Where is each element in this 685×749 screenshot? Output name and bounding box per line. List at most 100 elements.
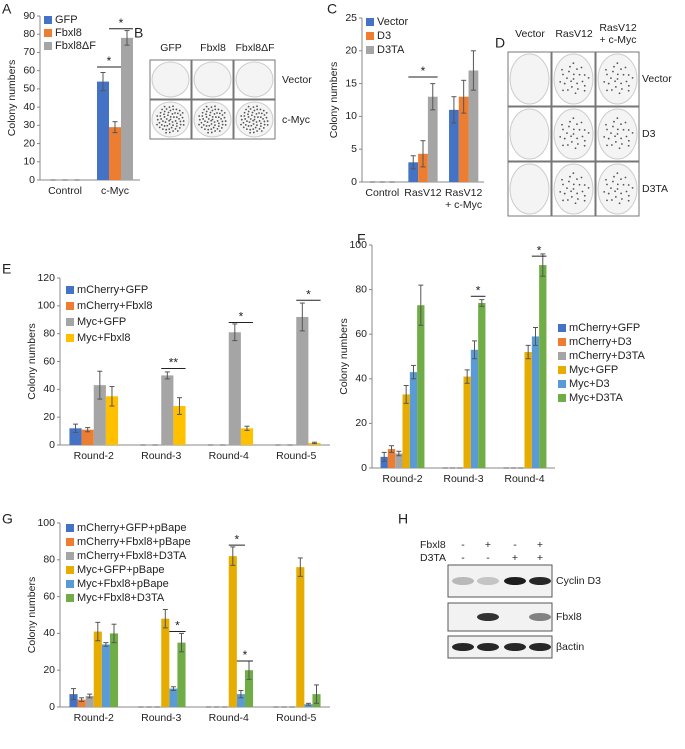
colony — [224, 124, 227, 126]
colony — [610, 144, 613, 146]
colony — [627, 139, 630, 142]
bar — [296, 316, 309, 445]
colony — [198, 118, 201, 121]
bar — [161, 618, 170, 707]
legend-label: mCherry+Fbxl8+pBape — [77, 536, 191, 548]
error-bar — [164, 371, 170, 380]
colony — [568, 70, 570, 73]
colony — [576, 178, 578, 181]
plate — [509, 53, 550, 105]
error-bar — [109, 386, 115, 407]
bar — [409, 372, 418, 468]
colony — [569, 120, 571, 123]
error-bar — [314, 684, 319, 704]
colony — [587, 186, 590, 189]
plate — [509, 163, 550, 215]
colony — [171, 121, 174, 123]
colony — [247, 105, 250, 108]
colony — [616, 133, 619, 135]
blot-band — [504, 577, 526, 585]
colony — [211, 109, 214, 112]
colony — [163, 125, 166, 127]
x-tick-label: Control — [48, 185, 82, 197]
colony — [620, 88, 623, 90]
colony — [158, 121, 161, 124]
colony — [205, 113, 207, 116]
error-bar — [85, 427, 91, 433]
colony — [570, 141, 573, 143]
colony — [576, 192, 579, 195]
error-bar — [418, 284, 424, 326]
colony — [620, 137, 623, 140]
blot-band — [452, 643, 474, 651]
error-bar — [97, 370, 103, 400]
y-tick-label: 40 — [355, 373, 367, 385]
colony — [570, 135, 572, 138]
colony — [217, 116, 220, 119]
colony — [606, 73, 608, 76]
legend-label: mCherry+D3TA — [569, 350, 646, 362]
colony — [258, 112, 260, 114]
colony — [583, 144, 586, 147]
colony — [175, 125, 178, 128]
colony — [179, 123, 182, 126]
colony — [242, 121, 245, 124]
y-tick-label: 0 — [351, 176, 357, 188]
y-axis-title: Colony numbers — [26, 577, 38, 653]
y-tick-label: 60 — [23, 64, 35, 76]
bar — [228, 332, 241, 445]
bar — [478, 302, 486, 468]
colony — [563, 137, 566, 140]
colony — [620, 123, 622, 126]
legend-swatch — [66, 552, 74, 560]
colony — [605, 178, 607, 181]
colony — [221, 114, 224, 116]
colony — [210, 128, 213, 131]
legend-label: Myc+D3TA — [569, 392, 624, 404]
bar — [121, 37, 133, 180]
colony — [583, 184, 586, 186]
colony — [559, 80, 562, 83]
colony — [178, 117, 180, 120]
colony — [572, 183, 575, 186]
colony — [620, 68, 622, 71]
colony — [574, 92, 577, 95]
colony — [161, 108, 163, 111]
error-bar — [461, 79, 467, 114]
colony — [583, 194, 586, 197]
bar — [177, 642, 186, 707]
y-axis-title: Colony numbers — [338, 318, 350, 394]
legend-label: mCherry+GFP — [77, 284, 148, 296]
legend-label: D3 — [377, 30, 391, 42]
colony — [562, 199, 564, 202]
legend-swatch — [66, 334, 74, 342]
colony — [258, 127, 261, 130]
error-bar — [464, 369, 470, 384]
colony — [168, 123, 171, 125]
y-tick-label: 30 — [23, 119, 35, 131]
colony — [581, 190, 584, 193]
colony — [249, 131, 251, 134]
significance-label: * — [239, 310, 244, 324]
colony — [613, 175, 615, 178]
error-bar — [238, 689, 244, 699]
colony — [606, 144, 608, 147]
row-label: Fbxl8 — [556, 611, 582, 623]
y-tick-label: 0 — [49, 439, 55, 451]
colony — [627, 129, 630, 131]
colony — [622, 183, 625, 186]
y-tick-label: 80 — [43, 554, 55, 566]
colony — [627, 84, 630, 87]
colony — [263, 123, 266, 126]
bar — [169, 688, 178, 707]
bar — [470, 349, 479, 468]
legend-label: mCherry+D3 — [569, 336, 632, 348]
colony — [211, 118, 214, 121]
colony — [216, 112, 218, 114]
colony — [202, 124, 205, 126]
colony — [205, 110, 208, 113]
blot-band — [477, 643, 499, 651]
colony — [587, 131, 590, 134]
y-tick-label: 100 — [37, 300, 55, 312]
error-bar — [244, 425, 250, 431]
